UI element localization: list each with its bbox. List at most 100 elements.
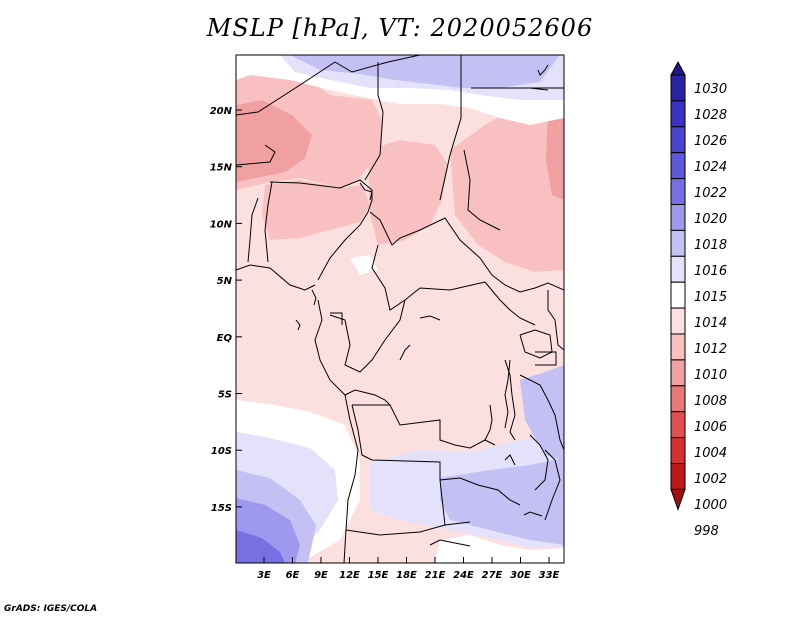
field-light-blue-east [440, 458, 564, 545]
colorbar-segment [670, 100, 686, 128]
colorbar-label: 1022 [694, 186, 727, 201]
border-lake-west [504, 359, 511, 429]
colorbar: 1030 1028 1026 1024 1022 1020 1018 1016 1015 1014… [670, 60, 727, 539]
lon-tick-label: 9E [314, 570, 328, 581]
border-islands-2 [311, 289, 317, 306]
border-drc-east [484, 404, 493, 441]
border-lake-ne [419, 315, 441, 321]
borders [236, 55, 564, 563]
map-frame [235, 54, 565, 564]
colorbar-segment [670, 437, 686, 465]
lat-tick-label: 5N [217, 276, 233, 287]
pressure-field [236, 55, 564, 563]
lat-tick-label: 10N [210, 219, 233, 230]
border-ethiopia [463, 149, 501, 231]
colorbar-label: 1012 [694, 342, 727, 357]
lon-tick-label: 12E [339, 570, 360, 581]
lon-tick-label: 30E [510, 570, 531, 581]
lon-tick-label: 33E [539, 570, 560, 581]
field-pink-nigeria [262, 180, 370, 240]
lat-tick-label: 5S [218, 390, 232, 401]
colorbar-segment [670, 411, 686, 439]
border-malawi [544, 449, 561, 521]
border-islands-1 [295, 319, 301, 331]
colorbar-segment [670, 204, 686, 231]
longitude-axis: 3E 6E 9E 12E 15E 18E 21E 24E 27E 30E 33E [257, 557, 560, 581]
border-car-north [369, 211, 481, 259]
colorbar-segment [670, 74, 686, 102]
colorbar-label: 1015 [694, 290, 727, 305]
border-sahel [236, 144, 276, 166]
border-nigeria-east [317, 190, 373, 281]
field-light-blue-coast [520, 365, 564, 460]
border-lake-malawi [523, 511, 543, 517]
colorbar-label: 1018 [694, 238, 727, 253]
colorbar-top-arrow [670, 60, 686, 76]
field-pink-east [450, 95, 564, 272]
colorbar-segment [670, 359, 686, 387]
colorbar-label: 1028 [694, 108, 727, 123]
colorbar-label: 1020 [694, 212, 727, 227]
border-uganda-box [535, 351, 557, 366]
border-coast-guinea [236, 264, 316, 291]
border-zambia [439, 477, 521, 506]
lon-tick-label: 6E [286, 570, 300, 581]
colorbar-label: 1002 [694, 472, 727, 487]
border-gabon-coast [314, 299, 346, 396]
lon-tick-label: 15E [368, 570, 389, 581]
border-tanzania [519, 374, 564, 451]
colorbar-segment [670, 307, 686, 335]
border-south-sudan [484, 281, 536, 326]
border-namibia [345, 521, 471, 536]
colorbar-segment [670, 281, 686, 309]
lat-tick-label: 15N [210, 163, 233, 174]
field-pink-chad-sudan [368, 140, 448, 245]
colorbar-label: 1010 [694, 368, 727, 383]
lat-tick-label: EQ [217, 333, 233, 344]
field-white-southeast [435, 535, 564, 563]
colorbar-label: 1006 [694, 420, 727, 435]
lon-tick-label: 18E [396, 570, 417, 581]
colorbar-label: 1008 [694, 394, 727, 409]
colorbar-segment [670, 126, 686, 154]
colorbar-label: 1000 [694, 498, 727, 513]
colorbar-label: 1004 [694, 446, 727, 461]
map-title: MSLP [hPa], VT: 2020052606 [206, 14, 594, 42]
colorbar-bottom-arrow [670, 488, 686, 511]
border-north-3 [364, 62, 384, 181]
colorbar-segment [670, 229, 686, 257]
border-drc-south [352, 404, 496, 449]
colorbar-segment [670, 333, 686, 361]
border-north-1 [236, 61, 336, 116]
border-mozambique [529, 434, 549, 491]
border-sudan-east [479, 257, 564, 293]
field-deep-pink-ne [546, 102, 564, 200]
colorbar-segment [670, 255, 686, 283]
colorbar-segment [670, 178, 686, 206]
colorbar-segment [670, 463, 686, 490]
colorbar-label: 1016 [694, 264, 727, 279]
border-sudan [439, 55, 462, 201]
lat-tick-label: 10S [211, 446, 232, 457]
colorbar-label: 998 [694, 524, 719, 539]
border-congo [329, 299, 406, 373]
border-egypt [529, 87, 549, 91]
field-white-patch [350, 255, 378, 275]
colorbar-label: 1030 [694, 82, 727, 97]
field-light-blue-north [290, 55, 560, 88]
field-deep-blue-corner [236, 530, 285, 563]
lat-tick-label: 15S [211, 503, 232, 514]
border-north-2 [334, 55, 421, 73]
colorbar-label: 1014 [694, 316, 727, 331]
colorbar-label: 1026 [694, 134, 727, 149]
lon-tick-label: 27E [482, 570, 503, 581]
border-botswana [429, 539, 471, 547]
border-drc-west [344, 389, 391, 406]
border-drc-lakes [399, 344, 411, 361]
border-benin [247, 197, 259, 263]
colorbar-label: 1024 [694, 160, 727, 175]
border-nigeria-west [264, 181, 273, 263]
border-kenya [547, 290, 564, 351]
lon-tick-label: 24E [453, 570, 474, 581]
